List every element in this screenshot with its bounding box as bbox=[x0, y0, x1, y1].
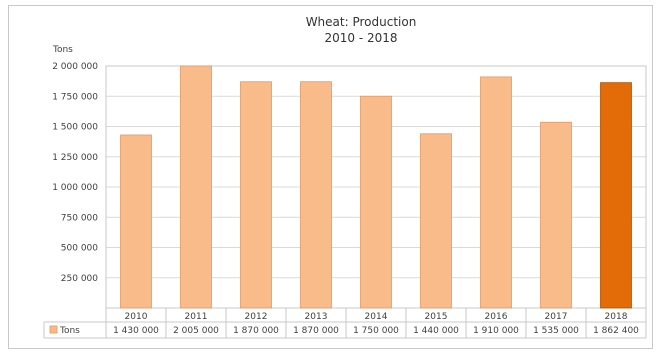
bar-2013 bbox=[300, 81, 332, 309]
y-tick-label: 1 500 000 bbox=[52, 123, 98, 133]
value-label-2013: 1 870 000 bbox=[293, 326, 339, 336]
y-tick-label: 250 000 bbox=[61, 274, 98, 284]
category-label-2018: 2018 bbox=[605, 312, 628, 322]
value-label-2017: 1 535 000 bbox=[533, 326, 579, 336]
chart-frame: Wheat: Production 2010 - 2018 Tons 250 0… bbox=[8, 5, 653, 349]
legend-swatch bbox=[49, 325, 58, 334]
category-label-2017: 2017 bbox=[545, 312, 568, 322]
value-label-2015: 1 440 000 bbox=[413, 326, 459, 336]
category-label-2016: 2016 bbox=[485, 312, 508, 322]
value-label-2014: 1 750 000 bbox=[353, 326, 399, 336]
y-tick-label: 500 000 bbox=[61, 244, 98, 254]
bar-2014 bbox=[360, 95, 392, 309]
category-label-2015: 2015 bbox=[425, 312, 448, 322]
category-label-2011: 2011 bbox=[185, 312, 208, 322]
bar-2010 bbox=[120, 134, 152, 309]
bar-chart: Wheat: Production 2010 - 2018 Tons 250 0… bbox=[43, 15, 647, 339]
legend-label: Tons bbox=[59, 326, 80, 336]
chart-title: Wheat: Production bbox=[306, 15, 417, 29]
category-label-2012: 2012 bbox=[245, 312, 268, 322]
data-table: 2010 1 430 000 2011 2 005 000 2012 1 870 000 2… bbox=[43, 308, 647, 339]
y-tick-labels: 250 000 500 000 750 000 1 000 000 1 250 000 1… bbox=[52, 62, 98, 284]
y-axis-label: Tons bbox=[52, 45, 73, 55]
bars bbox=[120, 65, 632, 309]
category-label-2010: 2010 bbox=[125, 312, 148, 322]
chart-subtitle: 2010 - 2018 bbox=[324, 31, 397, 45]
bar-2017 bbox=[540, 121, 572, 309]
value-label-2016: 1 910 000 bbox=[473, 326, 519, 336]
y-tick-label: 2 000 000 bbox=[52, 62, 98, 72]
bar-2016 bbox=[480, 76, 512, 309]
y-tick-label: 1 250 000 bbox=[52, 153, 98, 163]
value-label-2010: 1 430 000 bbox=[113, 326, 159, 336]
value-label-2012: 1 870 000 bbox=[233, 326, 279, 336]
category-label-2014: 2014 bbox=[365, 312, 388, 322]
bar-2011 bbox=[180, 65, 212, 309]
bar-2012 bbox=[240, 81, 272, 309]
value-label-2011: 2 005 000 bbox=[173, 326, 219, 336]
value-label-2018: 1 862 400 bbox=[593, 326, 639, 336]
y-tick-label: 1 000 000 bbox=[52, 183, 98, 193]
y-tick-label: 750 000 bbox=[61, 213, 98, 223]
bar-2018 bbox=[600, 82, 632, 309]
y-tick-label: 1 750 000 bbox=[52, 92, 98, 102]
bar-2015 bbox=[420, 133, 452, 309]
category-label-2013: 2013 bbox=[305, 312, 328, 322]
